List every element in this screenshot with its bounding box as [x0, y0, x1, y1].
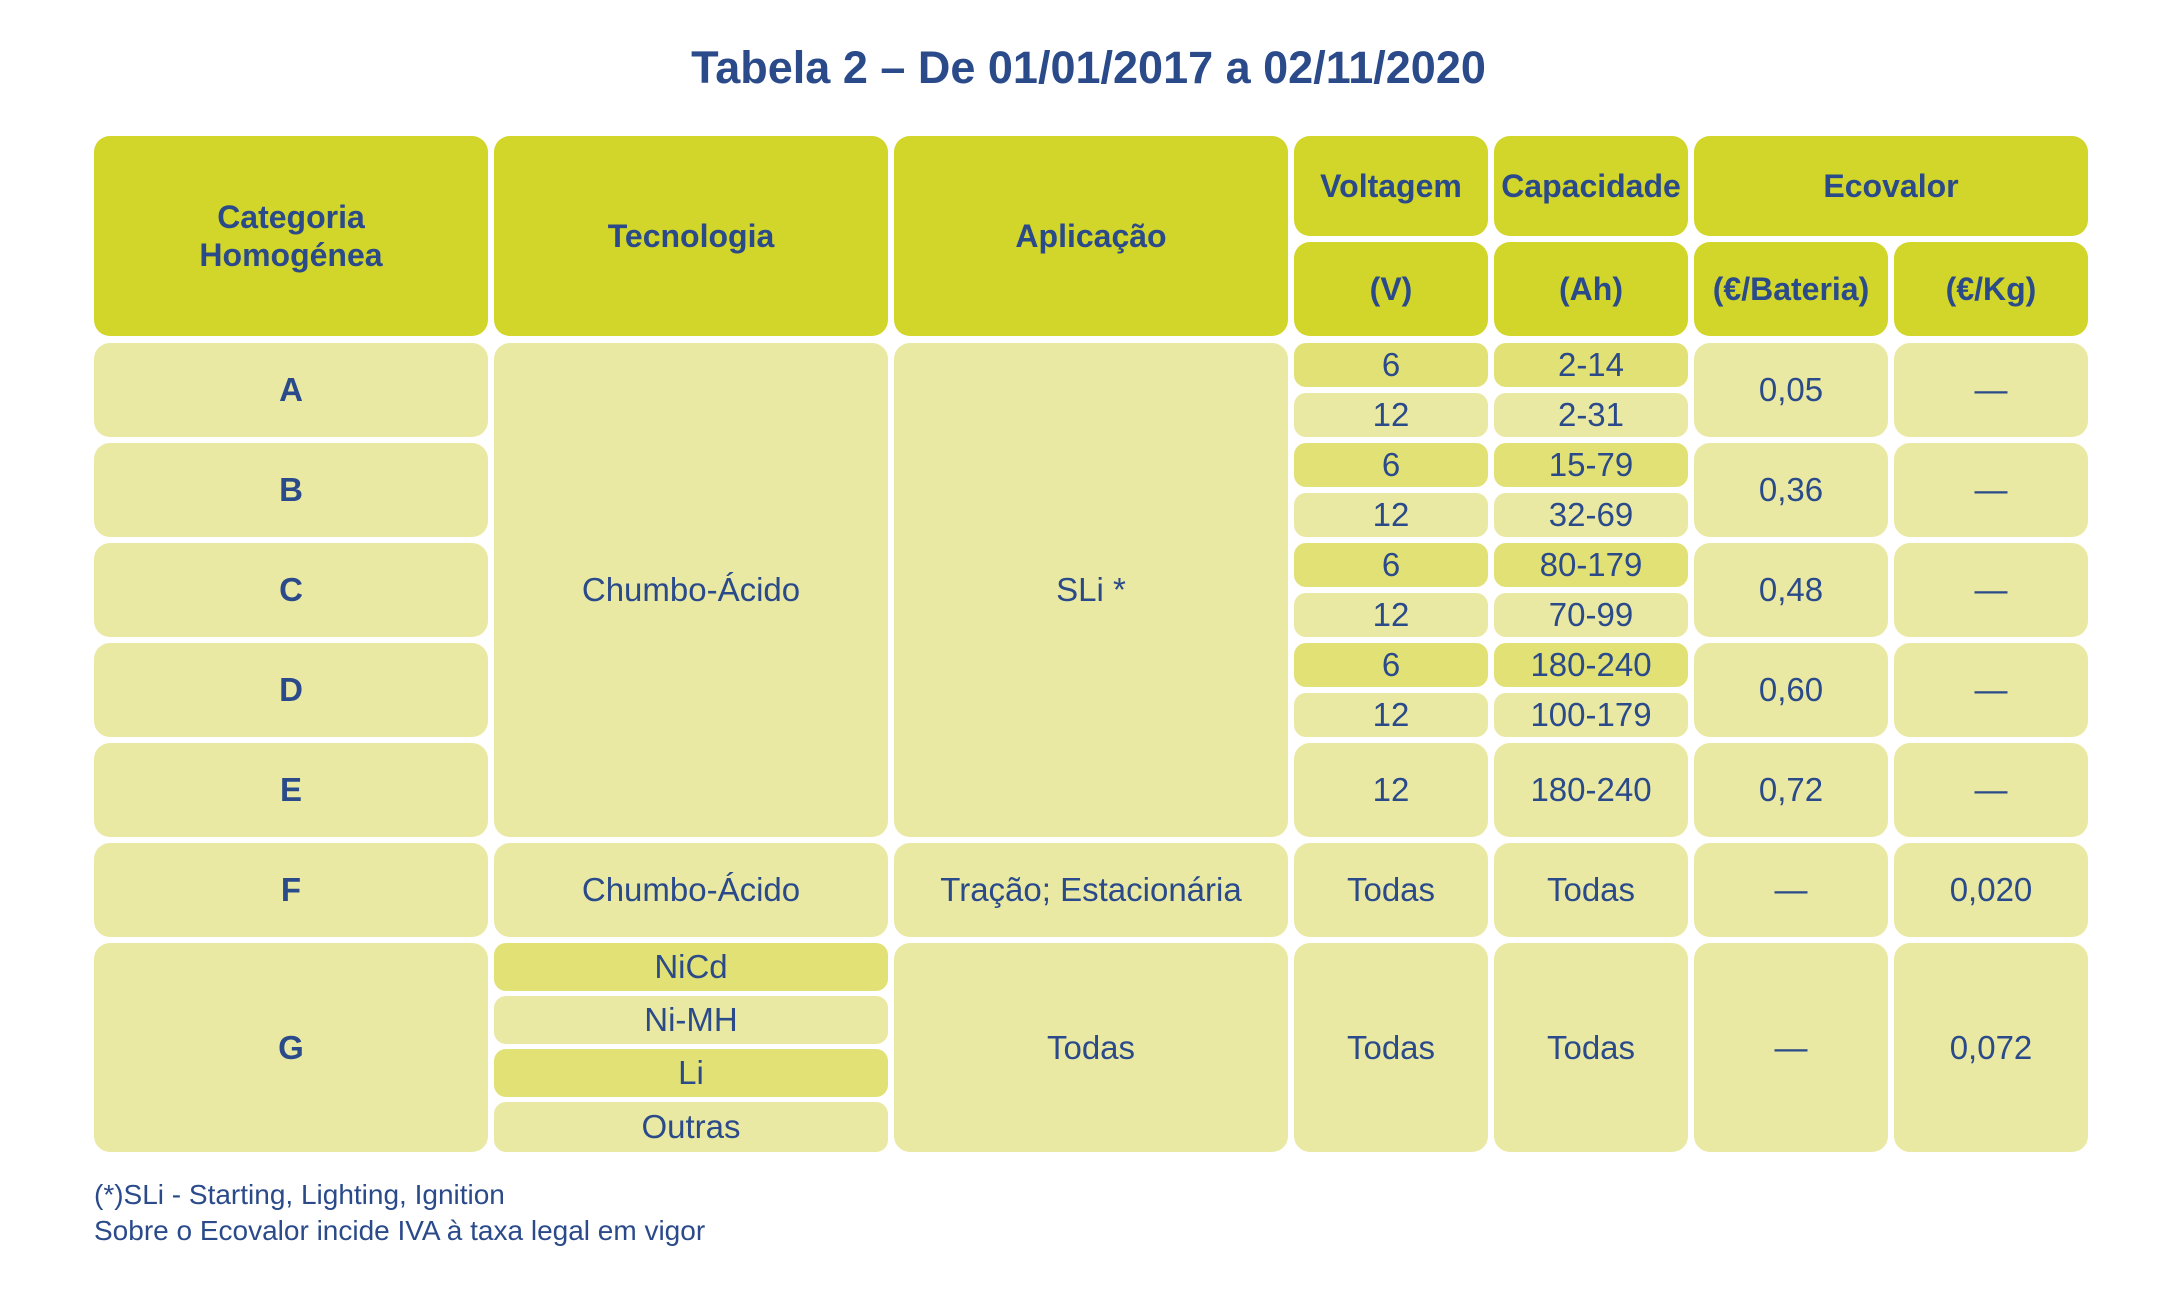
categoria-d: D: [94, 643, 488, 737]
tecnologia-g-1: NiCd: [494, 943, 888, 991]
ecovalor-bateria-c: 0,48: [1694, 543, 1888, 637]
header-capacidade-unit: (Ah): [1494, 242, 1688, 336]
voltagem-c-1: 6: [1294, 543, 1488, 587]
ecovalor-bateria-b: 0,36: [1694, 443, 1888, 537]
ecovalor-kg-b: —: [1894, 443, 2088, 537]
tecnologia-g-2: Ni-MH: [494, 996, 888, 1044]
voltagem-b-1: 6: [1294, 443, 1488, 487]
capacidade-b-1: 15-79: [1494, 443, 1688, 487]
categoria-c: C: [94, 543, 488, 637]
tecnologia-a-e: Chumbo-Ácido: [494, 343, 888, 837]
tecnologia-f: Chumbo-Ácido: [494, 843, 888, 937]
header-capacidade: Capacidade: [1494, 136, 1688, 236]
voltagem-e: 12: [1294, 743, 1488, 837]
ecovalor-kg-c: —: [1894, 543, 2088, 637]
ecovalor-kg-a: —: [1894, 343, 2088, 437]
aplicacao-a-e: SLi *: [894, 343, 1288, 837]
header-tecnologia: Tecnologia: [494, 136, 888, 336]
tecnologia-g-3: Li: [494, 1049, 888, 1097]
aplicacao-f: Tração; Estacionária: [894, 843, 1288, 937]
categoria-e: E: [94, 743, 488, 837]
page-title: Tabela 2 – De 01/01/2017 a 02/11/2020: [691, 42, 1486, 93]
capacidade-c-1: 80-179: [1494, 543, 1688, 587]
categoria-b: B: [94, 443, 488, 537]
tecnologia-g-4: Outras: [494, 1102, 888, 1152]
capacidade-e: 180-240: [1494, 743, 1688, 837]
voltagem-a-1: 6: [1294, 343, 1488, 387]
voltagem-d-1: 6: [1294, 643, 1488, 687]
footnote-iva: Sobre o Ecovalor incide IVA à taxa legal…: [94, 1215, 706, 1246]
header-aplicacao: Aplicação: [894, 136, 1288, 336]
ecovalor-bateria-d: 0,60: [1694, 643, 1888, 737]
capacidade-f: Todas: [1494, 843, 1688, 937]
header-ecovalor: Ecovalor: [1694, 136, 2088, 236]
categoria-g: G: [94, 943, 488, 1152]
capacidade-a-2: 2-31: [1494, 393, 1688, 437]
ecovalor-bateria-a: 0,05: [1694, 343, 1888, 437]
voltagem-b-2: 12: [1294, 493, 1488, 537]
aplicacao-g: Todas: [894, 943, 1288, 1152]
header-categoria: Categoria Homogénea: [94, 136, 488, 336]
capacidade-c-2: 70-99: [1494, 593, 1688, 637]
ecovalor-bateria-f: —: [1694, 843, 1888, 937]
capacidade-g: Todas: [1494, 943, 1688, 1152]
header-voltagem-unit: (V): [1294, 242, 1488, 336]
categoria-a: A: [94, 343, 488, 437]
ecovalor-kg-f: 0,020: [1894, 843, 2088, 937]
header-ecovalor-bateria: (€/Bateria): [1694, 242, 1888, 336]
header-voltagem: Voltagem: [1294, 136, 1488, 236]
voltagem-d-2: 12: [1294, 693, 1488, 737]
header-ecovalor-kg: (€/Kg): [1894, 242, 2088, 336]
capacidade-d-2: 100-179: [1494, 693, 1688, 737]
voltagem-f: Todas: [1294, 843, 1488, 937]
voltagem-c-2: 12: [1294, 593, 1488, 637]
ecovalor-bateria-e: 0,72: [1694, 743, 1888, 837]
categoria-f: F: [94, 843, 488, 937]
voltagem-a-2: 12: [1294, 393, 1488, 437]
ecovalor-bateria-g: —: [1694, 943, 1888, 1152]
capacidade-d-1: 180-240: [1494, 643, 1688, 687]
ecovalor-kg-g: 0,072: [1894, 943, 2088, 1152]
capacidade-a-1: 2-14: [1494, 343, 1688, 387]
voltagem-g: Todas: [1294, 943, 1488, 1152]
ecovalor-kg-d: —: [1894, 643, 2088, 737]
ecovalor-kg-e: —: [1894, 743, 2088, 837]
capacidade-b-2: 32-69: [1494, 493, 1688, 537]
footnote-sli: (*)SLi - Starting, Lighting, Ignition: [94, 1179, 505, 1210]
